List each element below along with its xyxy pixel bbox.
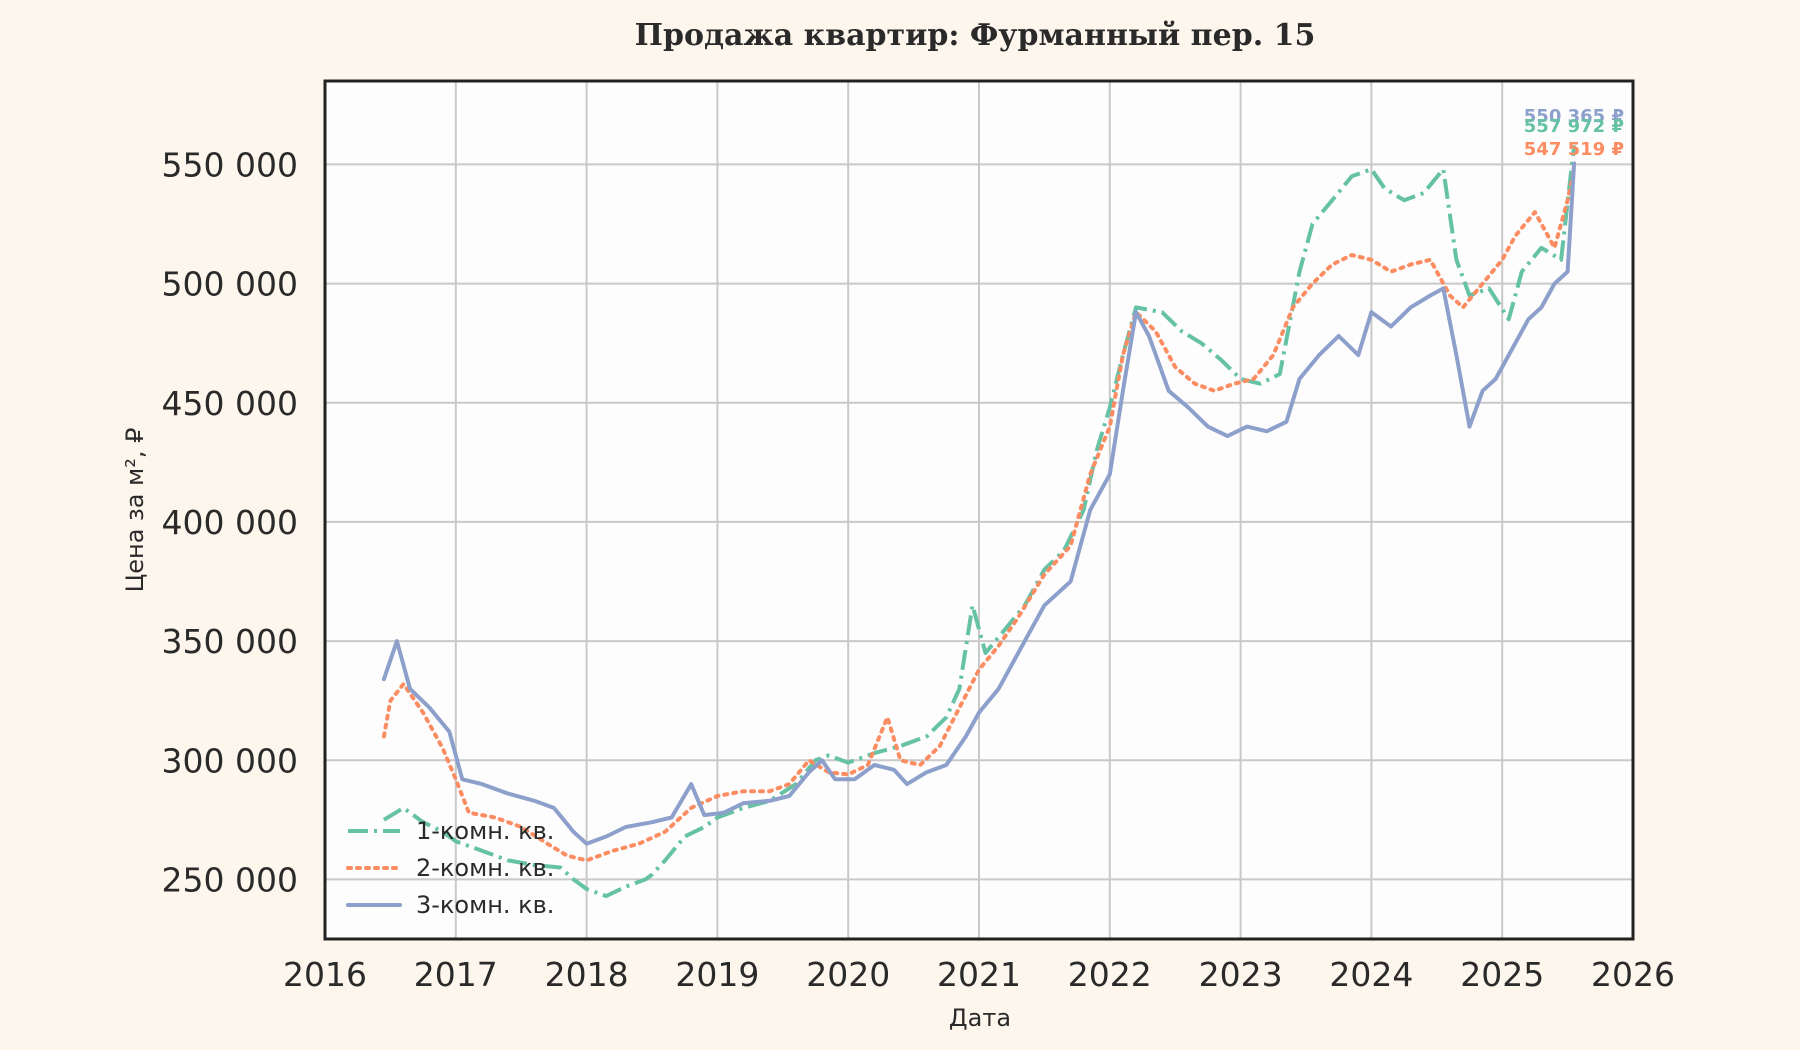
y-tick-label: 250 000 <box>162 860 298 899</box>
y-tick-label: 400 000 <box>162 503 298 542</box>
x-tick-label: 2021 <box>937 955 1021 994</box>
series-line-2 <box>381 168 1577 863</box>
end-value-label: 547 519 ₽ <box>1524 139 1624 160</box>
end-value-label: 550 365 ₽ <box>1524 106 1624 127</box>
x-tick-label: 2018 <box>545 955 629 994</box>
y-axis-ticks: 250 000 300 000 350 000 400 000 450 000 500 0… <box>162 145 298 899</box>
end-value-label: 557 972 ₽ <box>1524 116 1624 137</box>
x-tick-label: 2020 <box>806 955 890 994</box>
plot-frame <box>323 79 1635 941</box>
y-tick-label: 550 000 <box>162 145 298 184</box>
end-labels: 550 365 ₽557 972 ₽547 519 ₽ <box>1524 106 1624 160</box>
x-tick-label: 2023 <box>1199 955 1283 994</box>
y-tick-label: 300 000 <box>162 741 298 780</box>
chart-title: Продажа квартир: Фурманный пер. 15 <box>635 18 1316 53</box>
legend-label-3: 3-комн. кв. <box>416 891 554 919</box>
y-tick-label: 350 000 <box>162 622 298 661</box>
series-line-1 <box>382 145 1577 899</box>
x-axis-title: Дата <box>949 1004 1011 1032</box>
x-tick-label: 2026 <box>1591 955 1675 994</box>
legend-label-2: 2-комн. кв. <box>416 854 554 882</box>
x-tick-label: 2016 <box>283 955 367 994</box>
series-line-3 <box>381 161 1577 846</box>
series-layer <box>381 145 1577 899</box>
x-tick-label: 2022 <box>1068 955 1152 994</box>
x-tick-label: 2017 <box>414 955 498 994</box>
x-tick-label: 2019 <box>675 955 759 994</box>
x-tick-label: 2024 <box>1329 955 1413 994</box>
y-axis-title: Цена за м², ₽ <box>121 428 149 593</box>
y-tick-label: 500 000 <box>162 265 298 304</box>
legend-label-1: 1-комн. кв. <box>416 817 554 845</box>
x-axis-ticks: 2016 2017 2018 2019 2020 2021 2022 2023 2024 2025… <box>283 955 1675 994</box>
y-tick-label: 450 000 <box>162 384 298 423</box>
x-tick-label: 2025 <box>1460 955 1544 994</box>
legend: 1-комн. кв. 2-комн. кв. 3-комн. кв. <box>346 817 554 919</box>
